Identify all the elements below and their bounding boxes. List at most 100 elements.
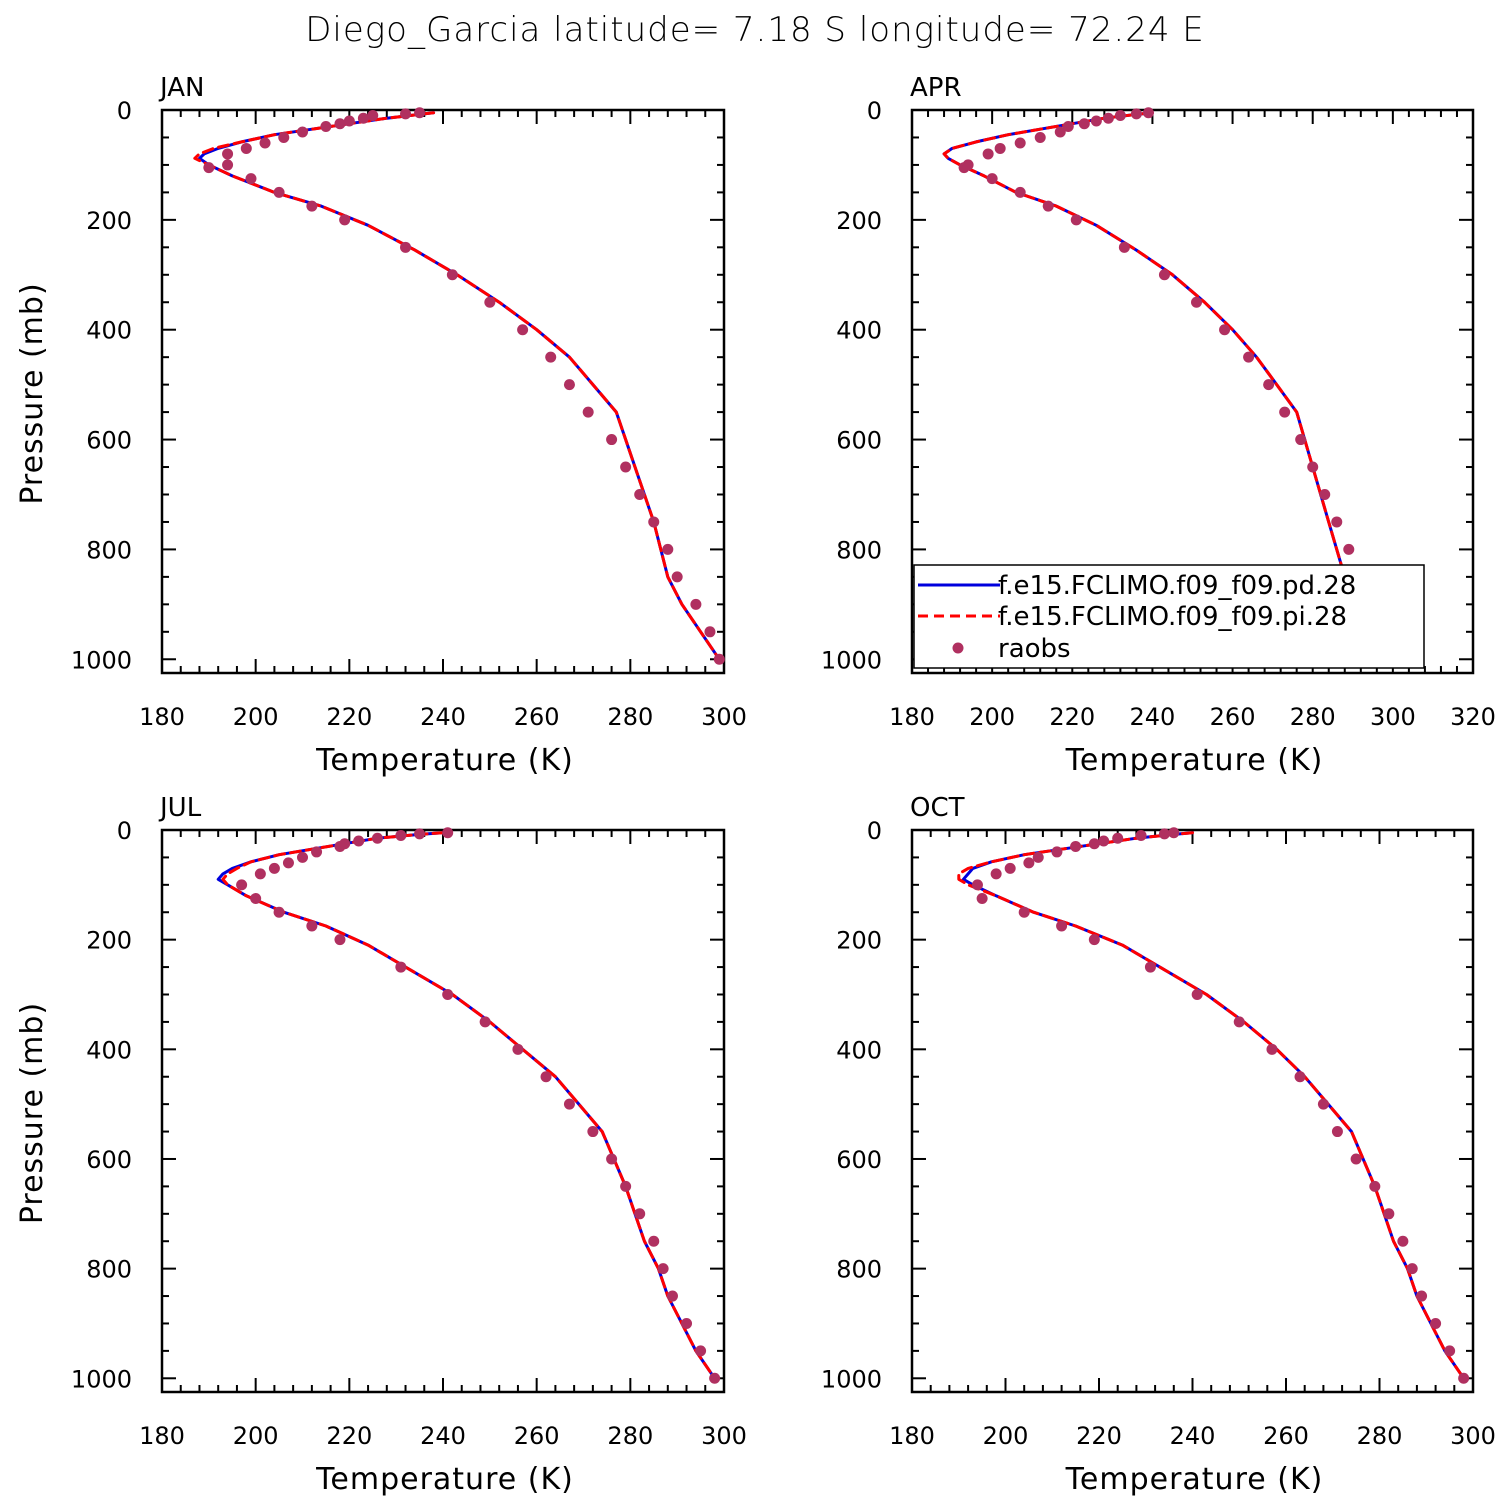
raobs-point [1114,109,1126,121]
raobs-point [479,1016,491,1028]
raobs-point [1430,1317,1442,1329]
raobs-point [268,862,280,874]
raobs-point [343,115,355,127]
raobs-point [1233,1016,1245,1028]
page-title: Diego_Garcia latitude= 7.18 S longitude=… [305,10,1205,50]
y-tick-label: 400 [86,317,132,345]
raobs-point [1319,488,1331,500]
x-tick-label: 200 [233,1422,279,1450]
x-tick-label: 220 [1076,1422,1122,1450]
raobs-point [1295,434,1307,446]
raobs-point [311,846,323,858]
raobs-point [1383,1208,1395,1220]
raobs-point [1406,1263,1418,1275]
raobs-point [666,1290,678,1302]
raobs-point [1042,200,1054,212]
panel-oct: OCT 180 200 220 240 260 280 300 0 200 400 600 800 100… [821,793,1496,1497]
raobs-point [1317,1098,1329,1110]
raobs-point [1369,1180,1381,1192]
y-tick-label: 0 [117,97,132,125]
x-tick-label: 300 [701,1422,747,1450]
y-tick-label: 1000 [821,1365,882,1393]
raobs-point [1023,857,1035,869]
raobs-point [994,142,1006,154]
x-axis-title: Temperature (K) [315,743,574,778]
raobs-point [357,112,369,124]
x-tick-label: 300 [701,703,747,731]
x-tick-label: 280 [607,703,653,731]
raobs-point [1158,269,1170,281]
x-tick-label: 200 [969,703,1015,731]
raobs-point [709,1372,721,1384]
legend-swatch-raobs [952,642,964,654]
y-tick-label: 600 [86,427,132,455]
raobs-point [1070,214,1082,226]
raobs-point [990,868,1002,880]
raobs-point [563,1098,575,1110]
raobs-point [1014,137,1026,149]
x-tick-label: 280 [1357,1422,1403,1450]
raobs-point [1343,543,1355,555]
raobs-point [240,142,252,154]
raobs-point [958,162,970,174]
raobs-point [582,406,594,418]
panel-label-jan: JAN [158,73,204,103]
raobs-point [273,186,285,198]
raobs-point [414,828,426,840]
x-tick-label: 320 [1450,703,1496,731]
raobs-point [259,137,271,149]
raobs-point [1243,351,1255,363]
raobs-point [1266,1043,1278,1055]
raobs-point [339,214,351,226]
legend-label: f.e15.FCLIMO.f09_f09.pi.28 [998,602,1347,632]
raobs-point [1088,934,1100,946]
y-tick-label: 600 [86,1146,132,1174]
raobs-point [1056,920,1068,932]
x-tick-label: 220 [326,1422,372,1450]
raobs-point [320,120,332,132]
y-tick-label: 200 [86,927,132,955]
raobs-point [1144,961,1156,973]
raobs-point [662,543,674,555]
plot-frame-jan [160,108,726,675]
panel-label-apr: APR [910,73,962,103]
raobs-point [606,1153,618,1165]
x-tick-label: 300 [1370,703,1416,731]
y-tick-label: 800 [86,536,132,564]
raobs-point [634,1208,646,1220]
y-tick-label: 0 [867,817,882,845]
y-tick-label: 400 [836,1036,882,1064]
raobs-point [648,1235,660,1247]
raobs-point [484,296,496,308]
raobs-point [1018,906,1030,918]
raobs-point [1078,118,1090,130]
y-tick-label: 0 [117,817,132,845]
y-axis-title: Pressure (mb) [15,282,50,504]
y-tick-label: 800 [836,536,882,564]
raobs-point [400,108,412,120]
panel-jul: JUL 180 200 220 240 260 280 300 0 200 400 600 800 100… [15,793,747,1497]
raobs-point [222,148,234,160]
x-tick-label: 280 [607,1422,653,1450]
raobs-point [1294,1071,1306,1083]
raobs-point [414,107,426,119]
raobs-point [657,1263,669,1275]
panel-label-oct: OCT [910,793,965,823]
x-axis-title: Temperature (K) [1065,1462,1324,1497]
raobs-point [442,827,454,839]
y-tick-label: 400 [86,1036,132,1064]
raobs-point [1014,186,1026,198]
x-tick-label: 220 [1049,703,1095,731]
y-tick-label: 200 [836,207,882,235]
raobs-point [1350,1153,1362,1165]
raobs-point [1118,241,1130,253]
raobs-point [222,159,234,171]
raobs-point [512,1043,524,1055]
raobs-point [1219,324,1231,336]
raobs-point [1416,1290,1428,1302]
raobs-point [236,879,248,891]
raobs-point [1034,131,1046,143]
y-tick-label: 1000 [821,646,882,674]
raobs-point [334,934,346,946]
